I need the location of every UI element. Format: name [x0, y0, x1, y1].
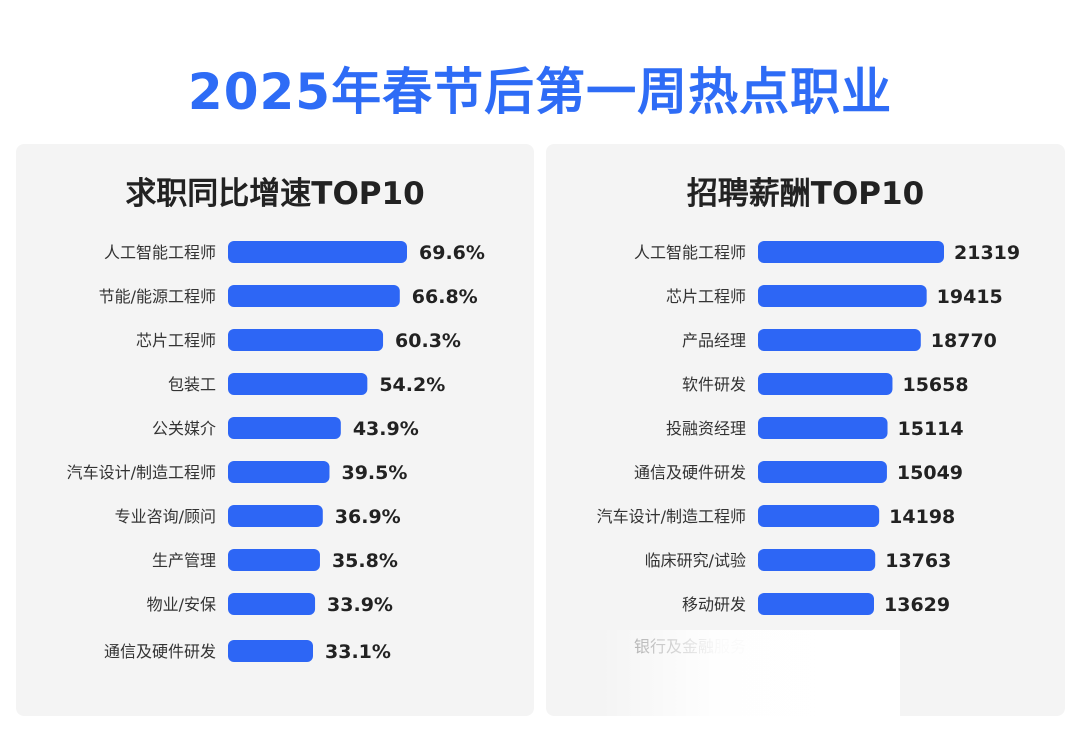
category-label: 包装工 — [168, 375, 216, 394]
category-label: 产品经理 — [682, 331, 746, 350]
category-label: 汽车设计/制造工程师 — [67, 463, 216, 482]
bar — [758, 505, 880, 527]
bar — [228, 593, 316, 615]
value-label: 15114 — [898, 418, 964, 440]
value-label: 19415 — [937, 286, 1003, 308]
bar — [228, 241, 407, 263]
value-label: 66.8% — [412, 286, 478, 308]
value-label: 18770 — [931, 330, 997, 352]
category-label: 公关媒介 — [152, 419, 216, 438]
category-label: 通信及硬件研发 — [104, 642, 216, 661]
category-label: 芯片工程师 — [666, 287, 746, 306]
value-label: 35.8% — [332, 550, 398, 572]
value-label: 33.1% — [325, 641, 391, 663]
bar — [758, 417, 888, 439]
bar — [758, 373, 893, 395]
bar — [228, 417, 341, 439]
bar — [758, 461, 887, 483]
bar — [228, 373, 368, 395]
value-label: 60.3% — [395, 330, 461, 352]
value-label: 39.5% — [341, 462, 407, 484]
bar — [758, 329, 921, 351]
category-label: 移动研发 — [682, 595, 746, 614]
value-label: 36.9% — [335, 506, 401, 528]
category-label: 人工智能工程师 — [104, 243, 216, 262]
category-label: 银行及金融服务 — [634, 637, 746, 656]
category-label: 专业咨询/顾问 — [115, 507, 216, 526]
category-label: 物业/安保 — [147, 595, 216, 614]
value-label: 13629 — [884, 594, 950, 616]
category-label: 投融资经理 — [666, 419, 746, 438]
page-title: 2025年春节后第一周热点职业 — [187, 63, 893, 121]
category-label: 生产管理 — [152, 551, 216, 570]
category-label: 芯片工程师 — [136, 331, 216, 350]
bar — [758, 593, 874, 615]
bar — [228, 505, 323, 527]
category-label: 人工智能工程师 — [634, 243, 746, 262]
bar — [758, 285, 927, 307]
bar — [758, 549, 876, 571]
value-label: 69.6% — [419, 242, 485, 264]
bar — [228, 461, 330, 483]
value-label: 13763 — [885, 550, 951, 572]
bar — [228, 640, 313, 662]
value-label: 43.9% — [353, 418, 419, 440]
salary-ranking-chart-title: 招聘薪酬TOP10 — [686, 176, 925, 212]
category-label: 临床研究/试验 — [645, 551, 746, 570]
value-label: 14198 — [889, 506, 955, 528]
value-label: 15658 — [902, 374, 968, 396]
category-label: 软件研发 — [682, 375, 746, 394]
value-label: 21319 — [954, 242, 1020, 264]
value-label: 33.9% — [327, 594, 393, 616]
category-label: 汽车设计/制造工程师 — [597, 507, 746, 526]
category-label: 节能/能源工程师 — [99, 287, 216, 306]
job-seeking-growth-chart-title: 求职同比增速TOP10 — [125, 176, 425, 212]
bar — [228, 285, 400, 307]
value-label: 54.2% — [379, 374, 445, 396]
category-label: 通信及硬件研发 — [634, 463, 746, 482]
bar — [228, 549, 320, 571]
bar — [228, 329, 384, 351]
bar — [758, 241, 944, 263]
value-label: 15049 — [897, 462, 963, 484]
